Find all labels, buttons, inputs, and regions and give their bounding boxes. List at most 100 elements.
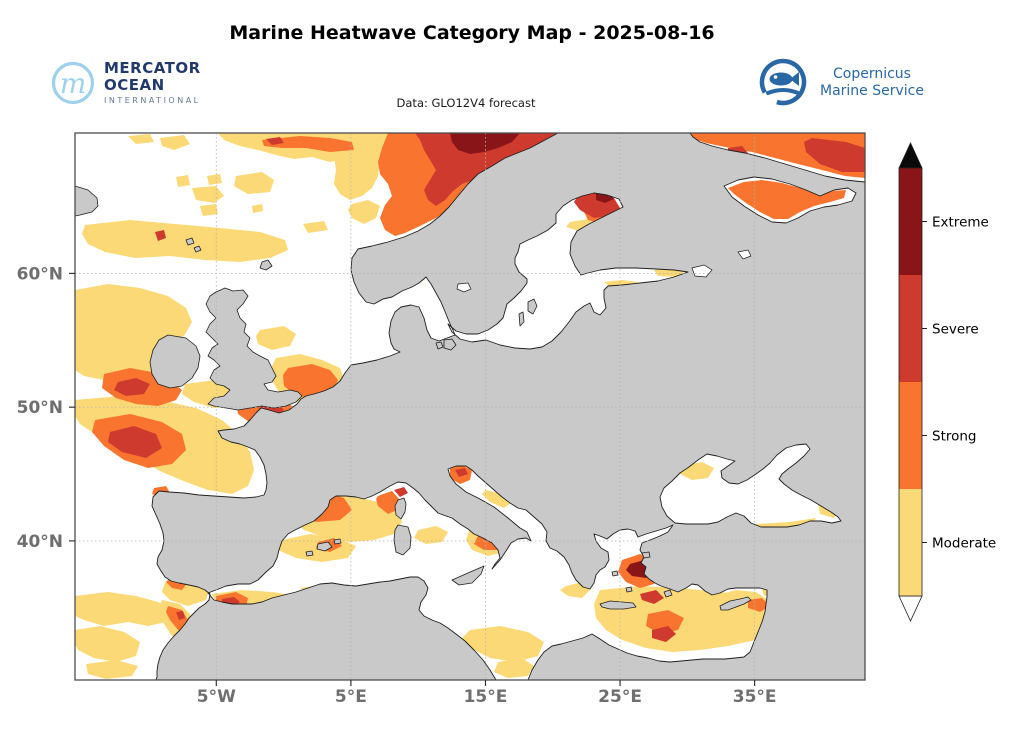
heatwave-patches [75,133,865,680]
patch-severe [652,626,676,642]
copernicus-wordmark: Copernicus Marine Service [820,66,924,101]
island-iceland-fragment [75,185,99,217]
patch-severe [176,611,185,620]
patch-moderate [482,490,512,508]
colorbar-label-extreme: Extreme [932,215,989,231]
colorbar-seg-extreme [899,168,922,275]
x-tick-label: 5°E [335,687,367,707]
patch-moderate [462,626,544,662]
patch-severe [114,378,150,396]
colorbar-label-strong: Strong [932,429,977,445]
patch-moderate [128,134,154,144]
data-source-label: Data: GLO12V4 forecast [396,96,536,110]
lake-ladoga [691,264,713,278]
island-lesbos [641,551,651,559]
y-tick-label: 60°N [17,264,63,284]
patch-moderate [176,175,190,187]
patch-moderate [414,526,448,544]
x-tick-label: 5°W [197,687,236,707]
patch-strong [283,364,338,398]
island-ibiza [305,550,314,557]
page-title: Marine Heatwave Category Map - 2025-08-1… [229,22,715,44]
patch-strong [748,598,770,612]
island-sardinia [393,524,412,556]
mercator-wordmark: MERCATOR OCEAN INTERNATIONAL [104,61,201,105]
colorbar: Extreme Severe Strong Moderate [898,142,996,622]
patch-moderate [256,326,296,350]
mercator-word-1: MERCATOR [104,59,201,77]
patch-severe [266,137,284,145]
patch-moderate [82,220,288,262]
ocean-baltic-sea [448,193,688,349]
island-mallorca [316,541,333,552]
colorbar-label-severe: Severe [932,322,979,338]
svg-text:m: m [60,67,87,100]
mercator-emblem-icon: m [51,61,95,105]
patch-moderate [207,174,222,185]
colorbar-over-arrow [898,142,923,169]
island-faroe-2 [193,245,202,253]
island-crete [599,600,637,610]
colorbar-seg-strong [899,382,922,489]
patch-severe [804,138,865,172]
island-zealand [443,338,457,351]
patch-moderate [200,204,218,216]
x-tick-label: 35°E [733,687,777,707]
island-rhodes [663,589,673,598]
patch-strong [646,610,684,634]
island-cyprus [719,596,752,611]
colorbar-label-moderate: Moderate [932,536,996,552]
island-aegean-islet-1 [611,570,619,577]
patch-severe [394,487,408,497]
lake-onega [737,249,752,260]
coastlines [75,133,865,680]
islands [75,185,752,611]
patch-moderate [348,200,380,224]
copernicus-fish-icon [759,58,807,106]
island-sicily [451,565,485,586]
map-frame [74,132,866,681]
patch-strong [728,180,846,219]
copernicus-word-2: Marine Service [820,83,924,99]
island-aegean-islet-2 [625,586,633,593]
copernicus-word-1: Copernicus [833,65,911,82]
island-shetland [259,259,273,271]
lakes [456,249,752,293]
colorbar-seg-moderate [899,489,922,596]
ocean-atlantic [75,133,558,680]
x-tick-label: 25°E [598,687,642,707]
island-faroe-1 [185,237,195,246]
patch-severe [640,590,664,604]
x-tick-label: 15°E [464,687,508,707]
island-ireland [149,334,201,389]
patch-moderate [86,660,138,679]
map-layers [75,133,865,680]
y-tick-label: 40°N [17,532,63,552]
colorbar-under-arrow [898,595,923,622]
lake-vanern [456,282,472,293]
copernicus-logo: Copernicus Marine Service [756,56,924,110]
patch-strong [262,136,354,152]
mercator-word-3: INTERNATIONAL [104,96,201,105]
island-funen [435,341,444,350]
patch-moderate [494,658,534,678]
patch-strong [376,491,399,514]
island-corsica [394,497,407,520]
patch-moderate [303,221,328,233]
y-tick-label: 50°N [17,398,63,418]
patch-extreme [450,133,520,154]
patch-severe [155,230,166,241]
gridlines [75,133,865,680]
mercator-word-2: OCEAN [104,76,165,94]
patch-moderate [234,172,274,194]
colorbar-seg-severe [899,275,922,382]
island-great-britain [205,287,303,411]
patch-severe [455,468,468,477]
island-menorca [333,538,342,545]
island-gotland [527,298,538,315]
island-oland [518,311,525,327]
patch-moderate [160,135,190,150]
patch-moderate [75,626,140,662]
